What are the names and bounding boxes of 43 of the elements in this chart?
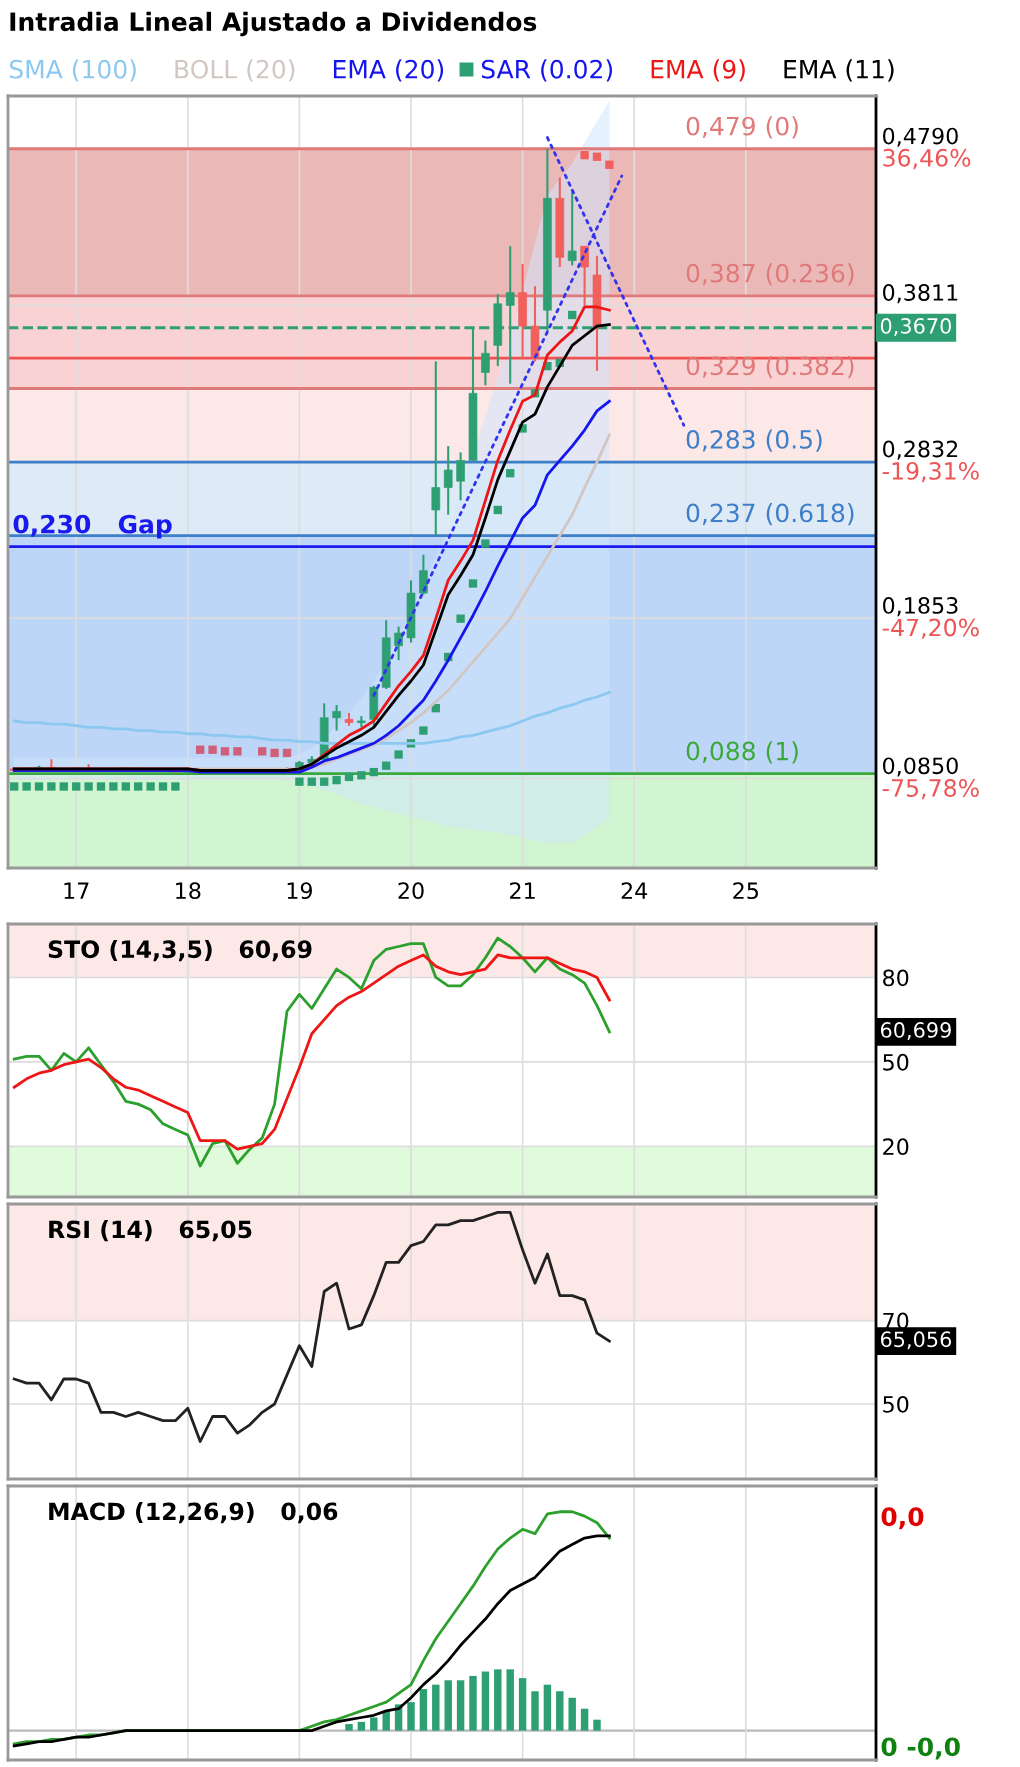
x-tick-label: 17 (64, 882, 89, 899)
y-tick-label: 50 (883, 1395, 909, 1413)
x-tick-label: 24 (621, 882, 648, 899)
text: STO (14,3,5) 60,69 (48, 939, 312, 962)
ref-line-label: 0,3670 (880, 318, 951, 336)
text: RSI (14) 65,05 (49, 1220, 252, 1242)
y2-tick-label: -75,78% (882, 779, 979, 800)
text: 65,056 (880, 1331, 952, 1350)
legend-label: SAR (0.02) (481, 59, 613, 82)
text: EMA (9) (651, 59, 745, 82)
y-tick-label: 0,3811 (883, 284, 958, 304)
y2-tick-label: 36,46% (883, 148, 971, 170)
y2-tick-label: -47,20% (882, 618, 979, 639)
y2-tick-label: -19,31% (882, 461, 979, 483)
chart-title: Intradia Lineal Ajustado a Dividendos (10, 11, 537, 37)
text: -0,0 (907, 1737, 960, 1760)
text: 0,0 (881, 1507, 924, 1530)
chart-title: MACD (12,26,9) 0,06 (49, 1502, 338, 1524)
ref-line-label: 0,237 (0.618) (686, 503, 854, 526)
ref-line-label: 0,329 (0.382) (686, 356, 854, 379)
x-tick-label: 21 (510, 882, 535, 899)
y-tick-label: 0,0850 (883, 757, 958, 777)
ref-line-label: 0,088 (1) (686, 741, 798, 764)
x-tick-label: 25 (733, 882, 758, 900)
y-tick-label: 0,4790 (883, 127, 958, 147)
ref-line-label: 0,387 (0.236) (686, 263, 854, 286)
text: EMA (11) (784, 59, 894, 82)
x-tick-label: 20 (398, 882, 424, 900)
x-tick-label: 18 (176, 882, 201, 900)
text: EMA (20) (333, 59, 444, 82)
text: SMA (100) (9, 59, 136, 82)
text: 60,699 (880, 1022, 951, 1040)
y-tick-label: 20 (883, 1138, 909, 1156)
y-tick-label: 80 (883, 969, 909, 987)
ref-line-label: 0,283 (0.5) (686, 429, 822, 452)
y-tick-label: 0,1853 (883, 597, 958, 617)
y-tick-label: 50 (883, 1053, 909, 1071)
ref-line-label: 0,479 (0) (686, 116, 798, 139)
x-tick-label: 19 (287, 882, 312, 900)
text: 0 (881, 1737, 897, 1757)
text: BOLL (20) (175, 59, 295, 82)
ref-line-label: 0,230 Gap (13, 514, 172, 539)
y-tick-label: 0,2832 (883, 440, 958, 460)
